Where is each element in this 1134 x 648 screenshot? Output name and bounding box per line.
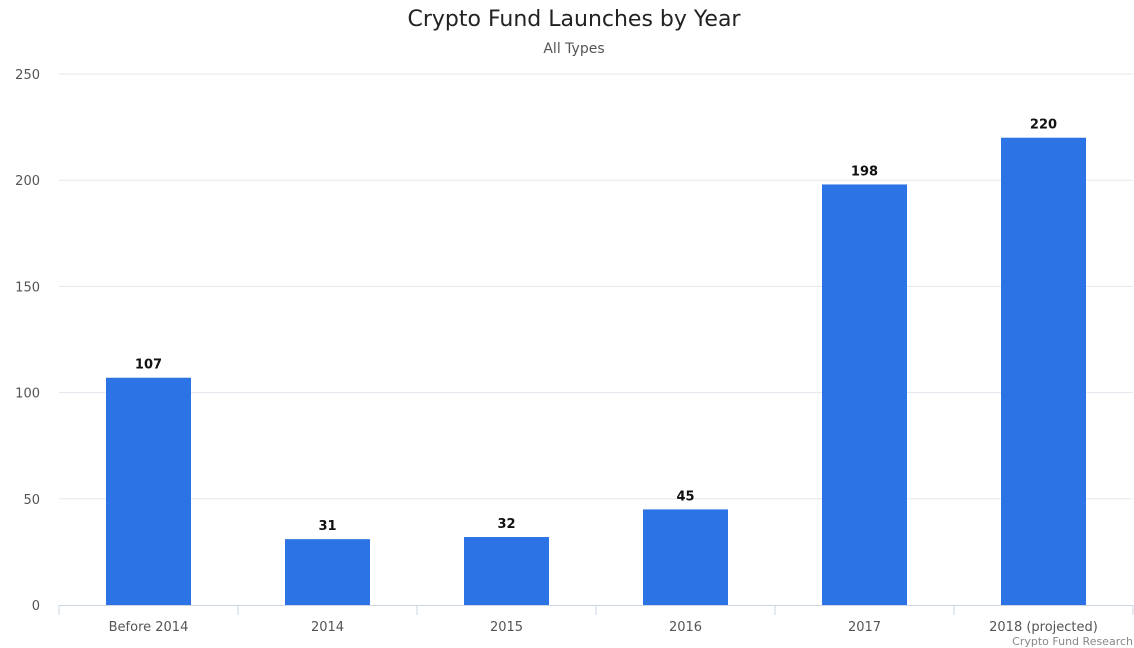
data-label: 32 — [497, 517, 515, 532]
y-axis-ticks: 0 50 100 150 200 250 — [15, 68, 40, 614]
x-tick-label: 2016 — [669, 620, 702, 635]
bar — [285, 539, 370, 605]
bar — [643, 509, 728, 605]
y-tick-label: 100 — [15, 387, 40, 402]
y-tick-label: 250 — [15, 68, 40, 83]
data-label: 220 — [1030, 118, 1057, 133]
bar — [1001, 137, 1086, 605]
bar — [106, 377, 191, 605]
x-tick-label: 2017 — [848, 620, 881, 635]
chart-subtitle: All Types — [543, 41, 604, 57]
x-tick-label: Before 2014 — [109, 620, 189, 635]
data-label: 107 — [135, 358, 162, 373]
chart-title: Crypto Fund Launches by Year — [408, 7, 742, 32]
gridlines — [59, 73, 1133, 500]
x-tick-label: 2014 — [311, 620, 344, 635]
bar — [822, 184, 907, 605]
x-tick-label: 2015 — [490, 620, 523, 635]
x-axis — [58, 605, 1134, 615]
data-label: 31 — [318, 519, 336, 534]
y-tick-label: 200 — [15, 174, 40, 189]
bar — [464, 537, 549, 605]
chart-credit: Crypto Fund Research — [1012, 635, 1133, 648]
x-axis-ticks: Before 2014 2014 2015 2016 2017 2018 (project… — [109, 620, 1098, 635]
data-labels: 107 31 32 45 198 220 — [135, 118, 1057, 534]
y-tick-label: 0 — [32, 599, 40, 614]
data-label: 45 — [676, 489, 694, 504]
x-tick-label: 2018 (projected) — [989, 620, 1098, 635]
bars — [106, 137, 1086, 605]
y-tick-label: 150 — [15, 280, 40, 295]
y-tick-label: 50 — [23, 493, 40, 508]
data-label: 198 — [851, 164, 878, 179]
